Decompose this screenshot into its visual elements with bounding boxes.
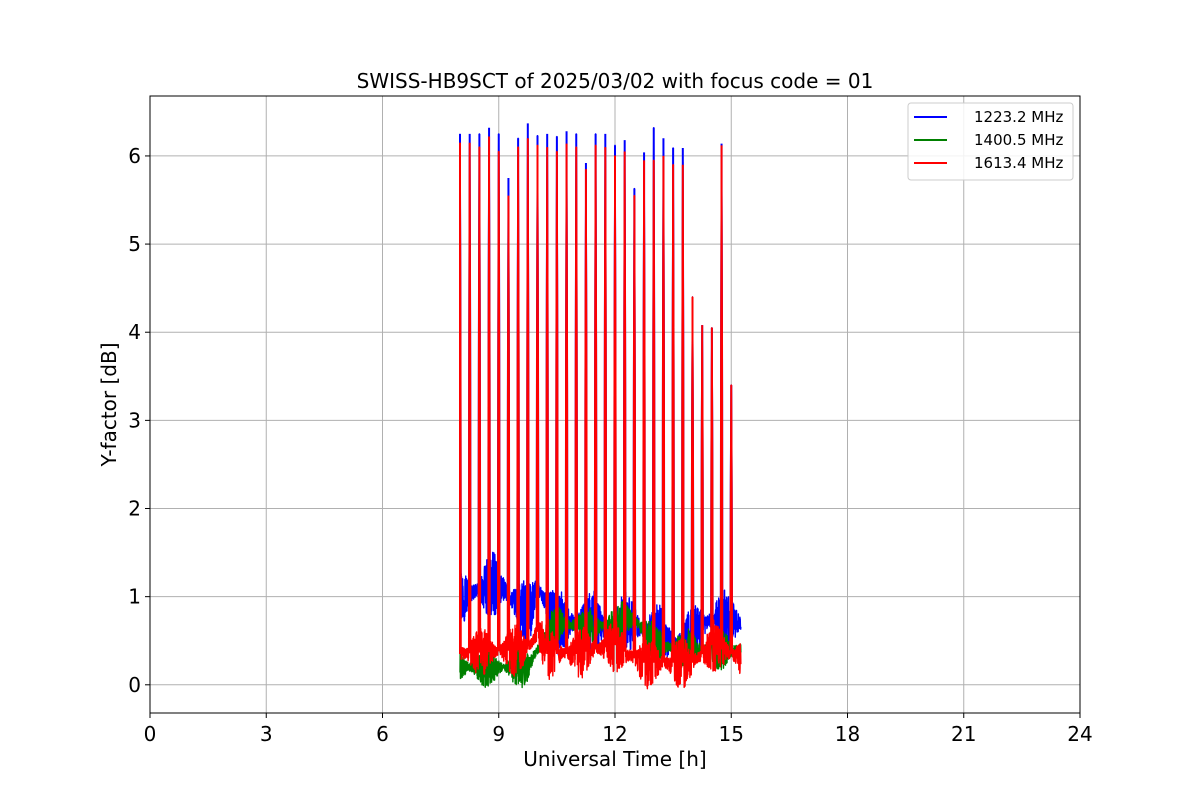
x-tick-label: 3 — [260, 722, 273, 746]
series-lines — [459, 123, 742, 690]
y-tick-label: 6 — [128, 144, 141, 168]
x-tick-label: 0 — [144, 722, 157, 746]
series-line — [459, 142, 742, 690]
chart-title: SWISS-HB9SCT of 2025/03/02 with focus co… — [357, 69, 874, 93]
legend: 1223.2 MHz 1400.5 MHz 1613.4 MHz — [907, 102, 1074, 181]
x-tick-label: 6 — [376, 722, 389, 746]
legend-label-1400: 1400.5 MHz — [974, 131, 1063, 149]
legend-label-1613: 1613.4 MHz — [974, 154, 1063, 172]
x-tick-label: 15 — [719, 722, 744, 746]
legend-box — [907, 102, 1074, 181]
y-tick-label: 2 — [128, 497, 141, 521]
x-tick-label: 18 — [835, 722, 860, 746]
y-tick-label: 1 — [128, 585, 141, 609]
y-axis-label: Y-factor [dB] — [97, 342, 121, 467]
y-tick-label: 3 — [128, 408, 141, 432]
legend-label-1223: 1223.2 MHz — [974, 108, 1063, 126]
y-tick-label: 5 — [128, 232, 141, 256]
x-tick-label: 12 — [602, 722, 627, 746]
y-tick-label: 0 — [128, 673, 141, 697]
x-tick-label: 9 — [492, 722, 505, 746]
y-tick-label: 4 — [128, 320, 141, 344]
x-axis-label: Universal Time [h] — [523, 747, 706, 771]
x-tick-label: 21 — [951, 722, 976, 746]
x-tick-label: 24 — [1067, 722, 1092, 746]
